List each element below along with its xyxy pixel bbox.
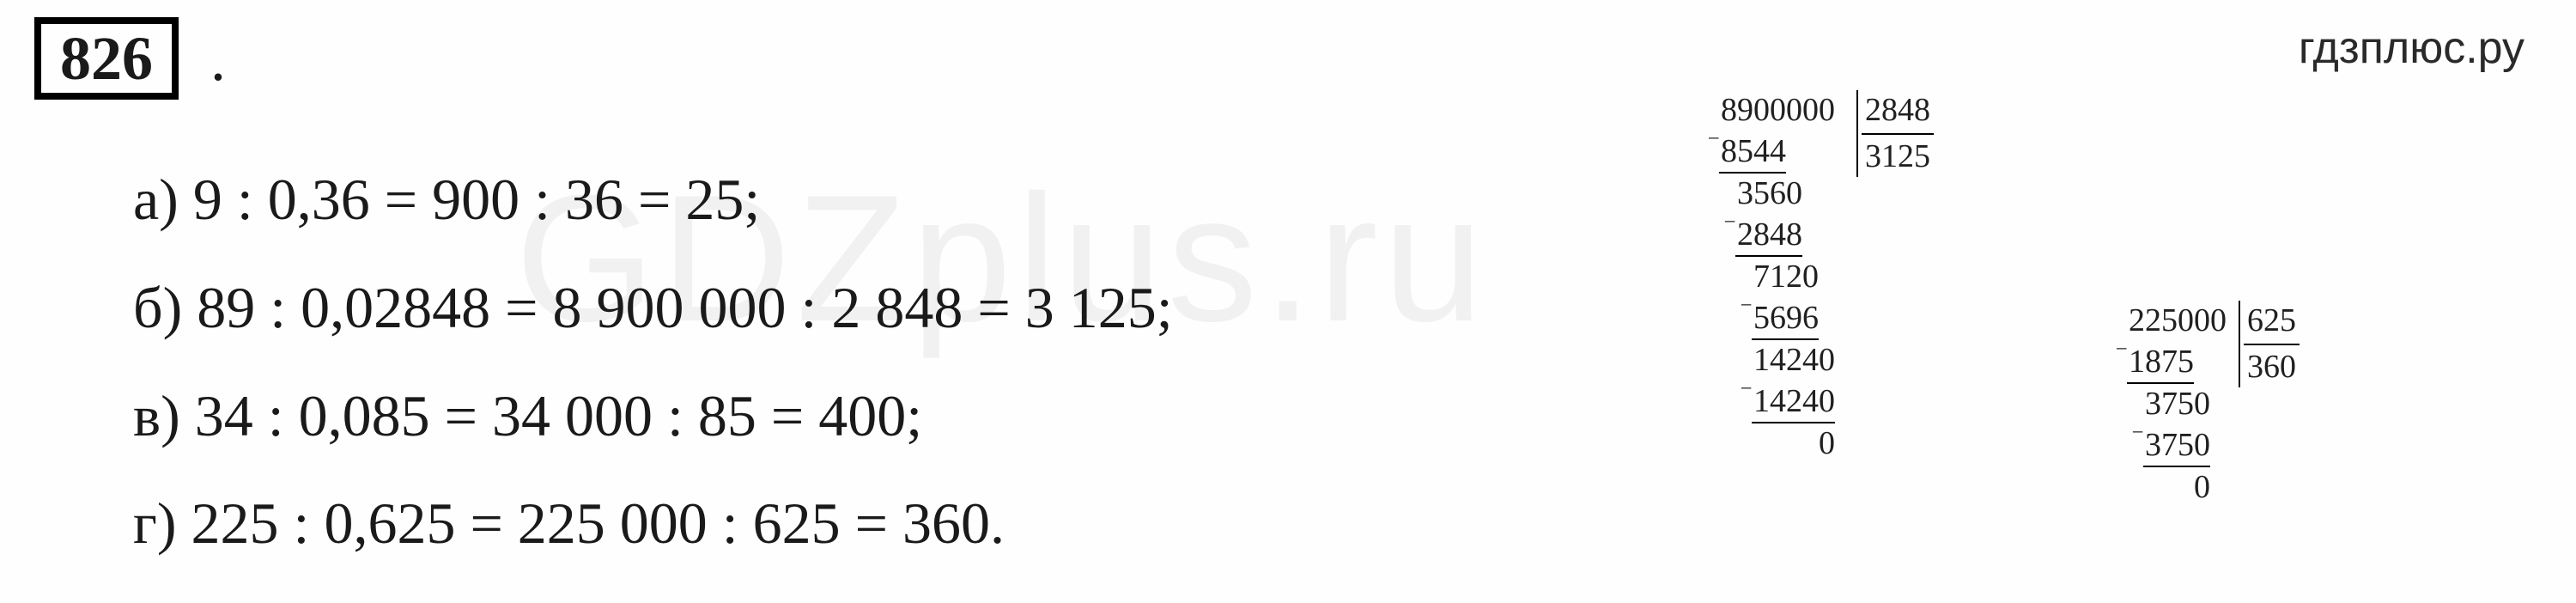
ld-sub-step: −5696 bbox=[1709, 298, 1819, 341]
equation-b-text: 89 : 0,02848 = 8 900 000 : 2 848 = 3 125… bbox=[197, 275, 1172, 340]
equation-b-label: б) bbox=[133, 275, 182, 340]
equation-a: а) 9 : 0,36 = 900 : 36 = 25; bbox=[133, 146, 1173, 254]
ld-sub-step: −8544 bbox=[1709, 131, 1786, 174]
equation-c-label: в) bbox=[133, 383, 180, 448]
problem-number-box: 826 bbox=[34, 17, 179, 100]
ld1-dividend: 8900000 bbox=[1709, 90, 1855, 131]
ld-remainder: 0 bbox=[1709, 423, 1835, 465]
ld-remainder: 14240 bbox=[1709, 340, 1835, 381]
ld-remainder: 7120 bbox=[1709, 257, 1819, 298]
equation-c: в) 34 : 0,085 = 34 000 : 85 = 400; bbox=[133, 362, 1173, 471]
long-division-2: 225000 −18753750−37500 625 360 bbox=[2117, 301, 2300, 509]
ld2-divisor: 625 bbox=[2244, 301, 2300, 345]
ld2-steps: −18753750−37500 bbox=[2117, 342, 2237, 509]
ld-subtrahend: 2848 bbox=[1735, 215, 1802, 258]
source-url: гдзплюс.ру bbox=[2299, 22, 2524, 74]
ld2-dividend: 225000 bbox=[2117, 301, 2237, 342]
ld-remainder: 3750 bbox=[2117, 384, 2210, 425]
problem-number-dot: . bbox=[210, 24, 226, 95]
equation-a-label: а) bbox=[133, 167, 179, 232]
equation-b: б) 89 : 0,02848 = 8 900 000 : 2 848 = 3 … bbox=[133, 254, 1173, 362]
ld2-quotient: 360 bbox=[2244, 345, 2300, 388]
ld-subtrahend: 3750 bbox=[2143, 425, 2210, 468]
ld-sub-step: −1875 bbox=[2117, 342, 2194, 385]
ld-sub-step: −2848 bbox=[1709, 215, 1802, 258]
ld-remainder: 0 bbox=[2117, 467, 2210, 509]
ld1-steps: −85443560−28487120−569614240−142400 bbox=[1709, 131, 1855, 465]
minus-sign: − bbox=[1708, 126, 1720, 153]
ld-sub-step: −3750 bbox=[2117, 425, 2210, 468]
minus-sign: − bbox=[1724, 210, 1736, 236]
ld-subtrahend: 8544 bbox=[1719, 131, 1786, 174]
long-division-1: 8900000 −85443560−28487120−569614240−142… bbox=[1709, 90, 1934, 465]
ld1-quotient: 3125 bbox=[1862, 135, 1934, 178]
equation-c-text: 34 : 0,085 = 34 000 : 85 = 400; bbox=[195, 383, 922, 448]
minus-sign: − bbox=[2116, 337, 2128, 363]
ld-subtrahend: 1875 bbox=[2127, 342, 2194, 385]
minus-sign: − bbox=[1741, 293, 1753, 320]
equation-d-text: 225 : 0,625 = 225 000 : 625 = 360. bbox=[191, 490, 1005, 556]
equation-d-label: г) bbox=[133, 490, 177, 556]
ld-remainder: 3560 bbox=[1709, 174, 1802, 215]
ld-subtrahend: 14240 bbox=[1752, 381, 1835, 424]
equations-block: а) 9 : 0,36 = 900 : 36 = 25; б) 89 : 0,0… bbox=[133, 146, 1173, 578]
ld-subtrahend: 5696 bbox=[1752, 298, 1819, 341]
minus-sign: − bbox=[2132, 420, 2144, 447]
ld-sub-step: −14240 bbox=[1709, 381, 1835, 424]
minus-sign: − bbox=[1741, 376, 1753, 403]
equation-d: г) 225 : 0,625 = 225 000 : 625 = 360. bbox=[133, 470, 1173, 578]
equation-a-text: 9 : 0,36 = 900 : 36 = 25; bbox=[193, 167, 760, 232]
ld1-divisor: 2848 bbox=[1862, 90, 1934, 135]
